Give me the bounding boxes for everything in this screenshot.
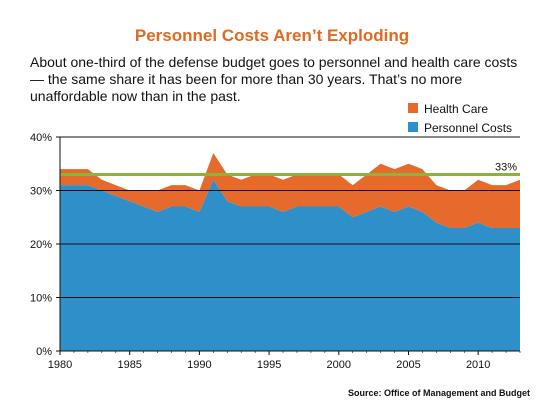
x-tick-label: 2005	[396, 359, 420, 371]
x-tick-label: 2000	[327, 359, 351, 371]
plot-area	[60, 153, 520, 351]
chart-title: Personnel Costs Aren’t Exploding	[134, 26, 410, 45]
legend: Health Care Personnel Costs	[408, 102, 512, 135]
x-tick-label: 1995	[257, 359, 281, 371]
x-tick-label: 1985	[117, 359, 141, 371]
area-personnel-costs	[60, 179, 520, 351]
gridlines	[60, 136, 520, 298]
chart-subtitle: About one-third of the defense budget go…	[30, 54, 518, 104]
reference-line-label: 33%	[495, 161, 517, 173]
axes: 0% 10% 20% 30% 40% 1980 1985 1990 1995 2000 2005 20…	[30, 132, 521, 371]
x-tick-label: 2010	[466, 359, 490, 371]
legend-swatch	[408, 122, 418, 132]
x-tick-label: 1990	[187, 359, 211, 371]
reference-line-group: 33%	[60, 161, 520, 176]
legend-label: Health Care	[424, 102, 488, 116]
x-tick-label: 1980	[48, 359, 72, 371]
legend-label: Personnel Costs	[424, 121, 512, 135]
source-note: Source: Office of Management and Budget	[347, 388, 530, 398]
y-tick-label: 0%	[36, 346, 52, 358]
y-tick-label: 20%	[30, 239, 52, 251]
y-tick-label: 40%	[30, 132, 52, 144]
legend-swatch	[408, 103, 418, 113]
y-tick-label: 30%	[30, 186, 52, 198]
y-tick-label: 10%	[30, 293, 52, 305]
